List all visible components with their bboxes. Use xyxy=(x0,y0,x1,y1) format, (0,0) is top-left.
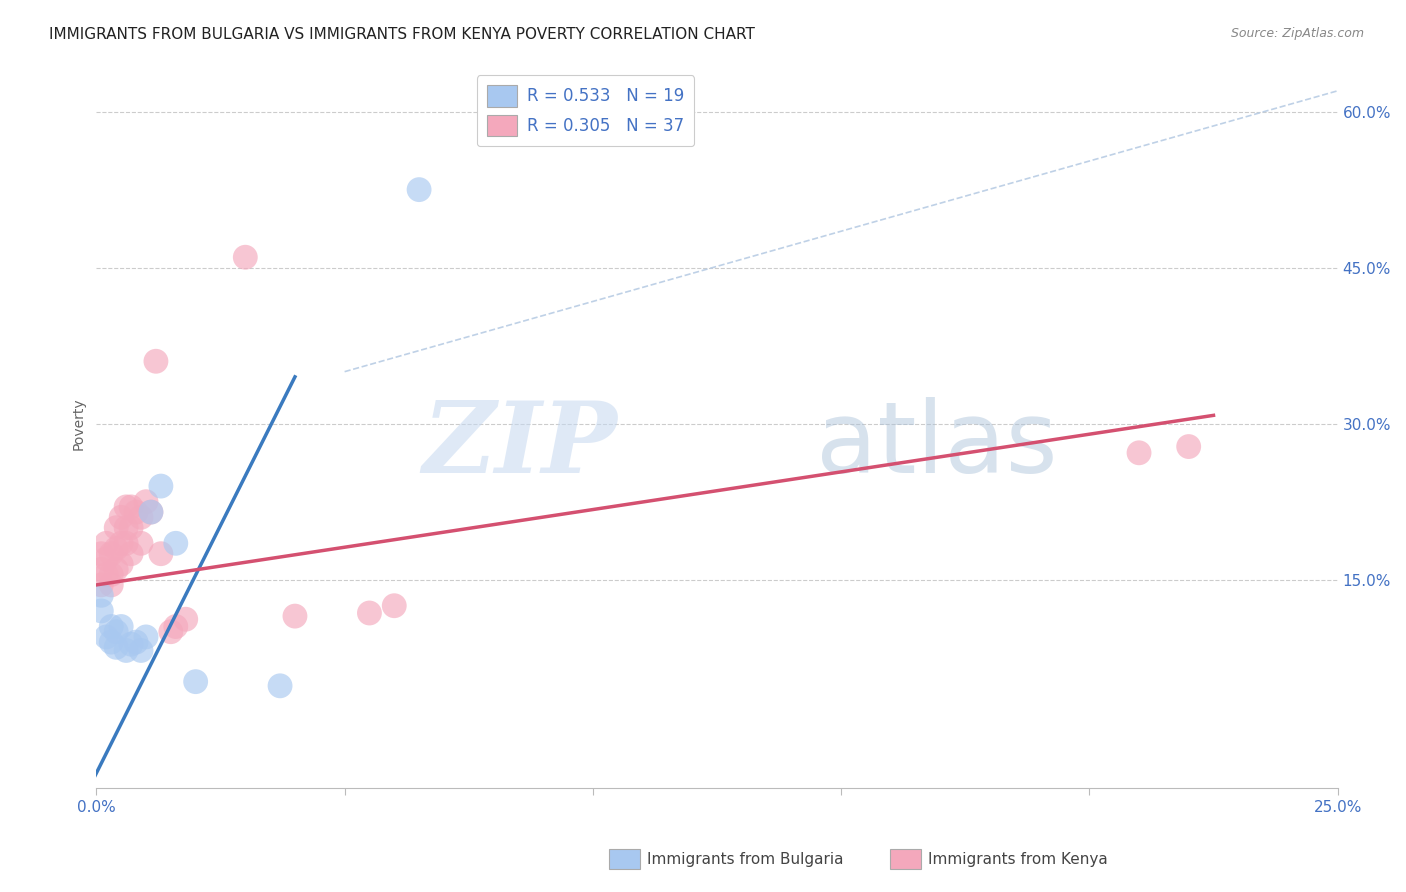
Point xyxy=(149,479,172,493)
Point xyxy=(90,588,112,602)
Point xyxy=(90,604,112,618)
Point xyxy=(165,536,187,550)
Text: Source: ZipAtlas.com: Source: ZipAtlas.com xyxy=(1230,27,1364,40)
Point xyxy=(174,612,197,626)
Point xyxy=(100,567,122,582)
Point xyxy=(382,599,405,613)
Point xyxy=(120,521,142,535)
Text: ZIP: ZIP xyxy=(423,397,617,494)
Point xyxy=(120,637,142,651)
Point xyxy=(408,183,430,197)
Legend: R = 0.533   N = 19, R = 0.305   N = 37: R = 0.533 N = 19, R = 0.305 N = 37 xyxy=(477,75,695,146)
Point xyxy=(129,643,152,657)
Point xyxy=(105,640,128,655)
Y-axis label: Poverty: Poverty xyxy=(72,397,86,450)
Point xyxy=(100,635,122,649)
Point xyxy=(90,562,112,576)
Point xyxy=(90,547,112,561)
Point xyxy=(105,624,128,639)
Point xyxy=(115,500,138,514)
Point xyxy=(115,521,138,535)
Point xyxy=(110,536,132,550)
Point xyxy=(149,547,172,561)
Text: Immigrants from Bulgaria: Immigrants from Bulgaria xyxy=(647,853,844,867)
Point xyxy=(110,510,132,524)
Point xyxy=(284,609,307,624)
Point xyxy=(233,250,256,264)
Point xyxy=(139,505,162,519)
Point xyxy=(145,354,167,368)
Point xyxy=(120,547,142,561)
Point xyxy=(1177,440,1199,454)
Point xyxy=(96,630,118,644)
Point xyxy=(165,619,187,633)
Text: atlas: atlas xyxy=(817,397,1057,494)
Point xyxy=(105,562,128,576)
Point xyxy=(129,510,152,524)
Point xyxy=(135,630,157,644)
Point xyxy=(90,578,112,592)
Point xyxy=(129,536,152,550)
Point xyxy=(96,536,118,550)
Point xyxy=(115,643,138,657)
Point xyxy=(120,500,142,514)
Point xyxy=(100,547,122,561)
Point xyxy=(125,505,148,519)
Point xyxy=(1128,446,1150,460)
Point xyxy=(139,505,162,519)
Point xyxy=(184,674,207,689)
Point xyxy=(105,541,128,556)
Point xyxy=(135,494,157,508)
Point xyxy=(110,619,132,633)
Text: Immigrants from Kenya: Immigrants from Kenya xyxy=(928,853,1108,867)
Point xyxy=(125,635,148,649)
Point xyxy=(110,557,132,571)
Point xyxy=(159,624,181,639)
Point xyxy=(359,606,381,620)
Point xyxy=(100,578,122,592)
Point xyxy=(96,552,118,566)
Point xyxy=(100,619,122,633)
Point xyxy=(96,567,118,582)
Point xyxy=(115,536,138,550)
Point xyxy=(105,521,128,535)
Point xyxy=(269,679,291,693)
Text: IMMIGRANTS FROM BULGARIA VS IMMIGRANTS FROM KENYA POVERTY CORRELATION CHART: IMMIGRANTS FROM BULGARIA VS IMMIGRANTS F… xyxy=(49,27,755,42)
